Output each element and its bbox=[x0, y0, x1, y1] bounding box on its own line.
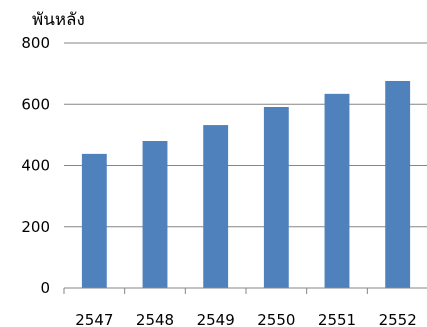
bar-2549 bbox=[203, 125, 229, 288]
y-axis-tick-labels: 0 200 400 600 800 bbox=[21, 34, 50, 297]
bar-2550 bbox=[263, 107, 289, 288]
y-tick-label: 600 bbox=[21, 95, 50, 113]
x-tick-label: 2548 bbox=[136, 311, 174, 327]
x-tick-label: 2549 bbox=[197, 311, 235, 327]
x-axis-tick-labels: 2547 2548 2549 2550 2551 2552 bbox=[75, 311, 417, 327]
bar-2551 bbox=[324, 93, 350, 289]
x-tick-label: 2552 bbox=[379, 311, 417, 327]
bars bbox=[81, 80, 411, 289]
y-tick-label: 0 bbox=[40, 279, 50, 297]
y-tick-label: 800 bbox=[21, 34, 50, 52]
x-tick-label: 2547 bbox=[75, 311, 113, 327]
bar-2548 bbox=[142, 141, 168, 288]
x-axis bbox=[63, 287, 427, 294]
bar-2547 bbox=[81, 153, 107, 288]
y-axis-unit-label: พันหลัง bbox=[32, 10, 85, 30]
x-tick-label: 2550 bbox=[257, 311, 295, 327]
y-tick-label: 200 bbox=[21, 218, 50, 236]
y-tick-label: 400 bbox=[21, 157, 50, 175]
gridlines bbox=[64, 42, 427, 228]
bar-2552 bbox=[385, 80, 411, 288]
x-tick-label: 2551 bbox=[318, 311, 356, 327]
